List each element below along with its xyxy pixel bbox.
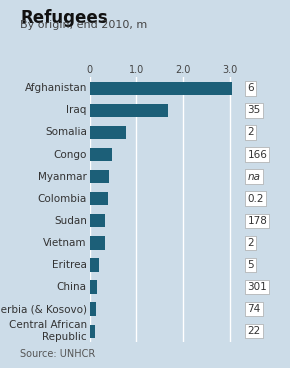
Text: 0.2: 0.2 — [247, 194, 264, 204]
Text: 2: 2 — [247, 238, 254, 248]
Text: Eritrea: Eritrea — [52, 260, 87, 270]
Text: Refugees: Refugees — [20, 9, 108, 27]
Text: 6: 6 — [247, 83, 254, 93]
Bar — [90, 104, 168, 117]
Bar — [90, 236, 105, 250]
Text: Myanmar: Myanmar — [38, 171, 87, 182]
Text: 74: 74 — [247, 304, 261, 314]
Bar — [90, 126, 126, 139]
Text: Source: UNHCR: Source: UNHCR — [20, 349, 95, 359]
Text: Refugees
hosted, ’000: Refugees hosted, ’000 — [0, 367, 1, 368]
Text: Iraq: Iraq — [66, 105, 87, 116]
Bar — [90, 214, 105, 227]
Bar — [90, 148, 112, 161]
Bar — [90, 325, 95, 338]
Text: By origin, end 2010, m: By origin, end 2010, m — [20, 20, 148, 30]
Bar — [90, 258, 99, 272]
Text: 178: 178 — [247, 216, 267, 226]
Bar — [90, 192, 108, 205]
Bar — [90, 170, 108, 183]
Text: Central African
Republic: Central African Republic — [9, 321, 87, 342]
Text: 5: 5 — [247, 260, 254, 270]
Text: China: China — [57, 282, 87, 292]
Bar — [90, 280, 97, 294]
Text: 2: 2 — [247, 127, 254, 138]
Text: 301: 301 — [247, 282, 267, 292]
Text: Colombia: Colombia — [38, 194, 87, 204]
Bar — [90, 302, 96, 316]
Text: Afghanistan: Afghanistan — [24, 83, 87, 93]
Text: Sudan: Sudan — [54, 216, 87, 226]
Text: na: na — [247, 171, 260, 182]
Bar — [90, 82, 232, 95]
Text: Congo: Congo — [53, 149, 87, 160]
Text: 22: 22 — [247, 326, 261, 336]
Text: 35: 35 — [247, 105, 261, 116]
Text: 166: 166 — [247, 149, 267, 160]
Text: Vietnam: Vietnam — [43, 238, 87, 248]
Text: Somalia: Somalia — [45, 127, 87, 138]
Text: Serbia (& Kosovo): Serbia (& Kosovo) — [0, 304, 87, 314]
